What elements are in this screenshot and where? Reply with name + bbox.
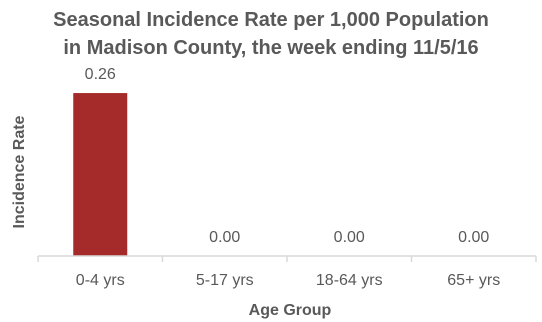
x-tick-label: 5-17 yrs	[196, 272, 254, 289]
chart-title: Seasonal Incidence Rate per 1,000 Popula…	[0, 6, 542, 62]
x-axis-title: Age Group	[249, 302, 332, 319]
plot-area: 0.26 0-4 yrs 0.00 5-17 yrs 0.00 18-64 yrs 0.00…	[37, 66, 537, 289]
bar	[73, 93, 128, 256]
data-label: 0.00	[209, 229, 240, 246]
x-tick-label: 65+ yrs	[447, 272, 500, 289]
data-label: 0.26	[85, 66, 116, 83]
y-axis-title: Incidence Rate	[11, 115, 28, 228]
x-tick-label: 18-64 yrs	[316, 272, 383, 289]
chart-title-line-2: in Madison County, the week ending 11/5/…	[63, 37, 479, 59]
data-label: 0.00	[458, 229, 489, 246]
chart-title-line-1: Seasonal Incidence Rate per 1,000 Popula…	[53, 9, 489, 31]
data-label: 0.00	[334, 229, 365, 246]
x-tick-label: 0-4 yrs	[76, 272, 125, 289]
